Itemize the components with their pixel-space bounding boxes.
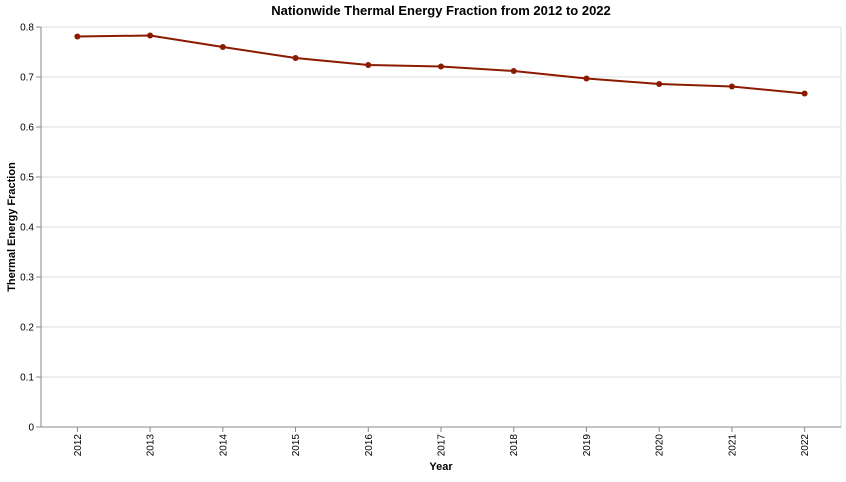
- data-point[interactable]: [728, 83, 735, 90]
- y-tick-label: 0: [28, 423, 34, 434]
- y-tick-label: 0.5: [20, 173, 34, 184]
- y-axis-title: Thermal Energy Fraction: [6, 162, 18, 292]
- x-tick-label: 2021: [727, 434, 738, 457]
- data-point[interactable]: [74, 33, 81, 40]
- x-tick-label: 2018: [509, 434, 520, 457]
- x-tick-label: 2013: [146, 434, 157, 457]
- x-tick-label: 2014: [218, 434, 229, 457]
- x-tick-label: 2012: [73, 434, 84, 457]
- data-point[interactable]: [583, 75, 590, 82]
- y-tick-label: 0.7: [20, 73, 34, 84]
- data-point[interactable]: [656, 81, 663, 87]
- data-point[interactable]: [438, 63, 444, 70]
- data-point[interactable]: [219, 44, 226, 50]
- data-point[interactable]: [510, 68, 517, 74]
- data-point[interactable]: [801, 90, 808, 97]
- y-tick-label: 0.6: [20, 123, 34, 134]
- y-tick-label: 0.8: [20, 23, 34, 34]
- y-tick-label: 0.4: [20, 223, 34, 234]
- x-tick-label: 2015: [291, 434, 302, 457]
- y-tick-label: 0.1: [20, 373, 34, 384]
- x-tick-label: 2019: [582, 434, 593, 457]
- y-tick-label: 0.3: [20, 273, 34, 284]
- series-layer: [74, 32, 808, 97]
- y-tick-label: 0.2: [20, 323, 34, 334]
- x-tick-label: 2017: [437, 434, 448, 457]
- x-tick-label: 2020: [655, 434, 666, 457]
- data-point[interactable]: [365, 62, 372, 68]
- chart-title: Nationwide Thermal Energy Fraction from …: [271, 3, 611, 18]
- x-tick-label: 2022: [800, 434, 811, 457]
- data-point[interactable]: [292, 55, 299, 61]
- axes: 0 0.1 0.2 0.3 0.4 0.5 0.6 0.7 0.8 2012 2013 2014 201…: [20, 23, 841, 457]
- data-point[interactable]: [147, 32, 154, 39]
- gridlines: [41, 26, 842, 428]
- x-tick-label: 2016: [364, 434, 375, 457]
- x-axis-title: Year: [429, 461, 453, 473]
